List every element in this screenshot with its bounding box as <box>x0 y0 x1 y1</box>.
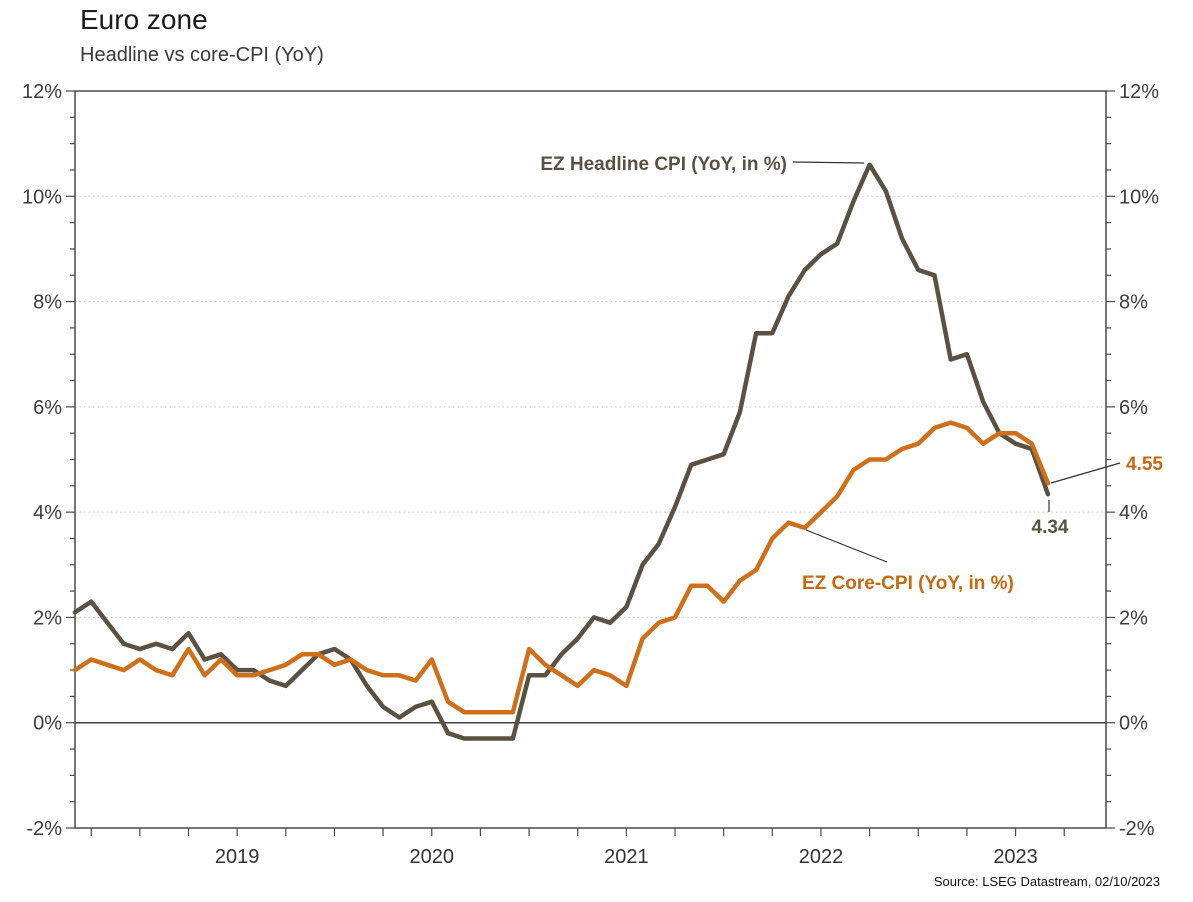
y-axis-label-left: 12% <box>22 81 62 103</box>
plot-border <box>74 90 1107 829</box>
y-axis-label-left: 8% <box>33 292 62 314</box>
series-line-core <box>72 420 1051 715</box>
y-axis-label-right: 6% <box>1119 397 1148 419</box>
y-axis-label-right: -2% <box>1119 818 1155 840</box>
y-axis-label-right: 12% <box>1119 81 1159 103</box>
x-axis-year-label: 2021 <box>604 846 649 868</box>
y-axis-label-left: 2% <box>33 607 62 629</box>
y-axis-label-left: -2% <box>26 818 62 840</box>
x-axis-year-label: 2020 <box>410 846 455 868</box>
y-axis-label-right: 4% <box>1119 502 1148 524</box>
headline-label-leader-line <box>792 161 865 164</box>
source-note: Source: LSEG Datastream, 02/10/2023 <box>933 874 1160 889</box>
y-axis-label-left: 4% <box>33 502 62 524</box>
y-axis-label-left: 0% <box>33 713 62 735</box>
x-axis-year-label: 2023 <box>993 846 1038 868</box>
core-label-leader-line <box>805 529 888 563</box>
x-axis-year-label: 2019 <box>215 846 260 868</box>
page-title: Euro zone <box>80 4 208 35</box>
y-axis-label-right: 2% <box>1119 607 1148 629</box>
headline-label: EZ Headline CPI (YoY, in %) <box>540 154 787 175</box>
core-end-leader-line <box>1050 462 1121 484</box>
core-end-value-label: 4.55 <box>1126 454 1163 475</box>
headline-end-value-label: 4.34 <box>1032 517 1069 538</box>
chart-subtitle: Headline vs core-CPI (YoY) <box>80 44 324 66</box>
core-label: EZ Core-CPI (YoY, in %) <box>802 573 1014 594</box>
y-axis-label-left: 10% <box>22 186 62 208</box>
y-axis-label-right: 0% <box>1119 713 1148 735</box>
x-axis-year-label: 2022 <box>799 846 844 868</box>
y-axis-label-right: 10% <box>1119 186 1159 208</box>
y-axis-label-left: 6% <box>33 397 62 419</box>
y-axis-label-right: 8% <box>1119 292 1148 314</box>
series-line-headline <box>72 162 1051 741</box>
